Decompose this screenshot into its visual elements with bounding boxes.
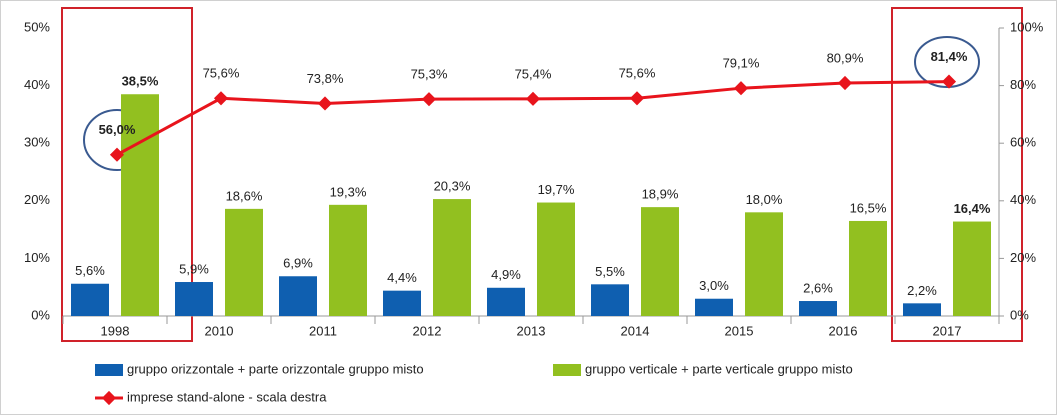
- bar: [279, 276, 317, 316]
- y2-tick-label: 40%: [1010, 192, 1036, 207]
- bar: [175, 282, 213, 316]
- y-tick-label: 30%: [24, 135, 50, 150]
- legend-swatch: [95, 364, 123, 376]
- line-marker: [421, 92, 437, 107]
- bar: [433, 199, 471, 316]
- data-label: 19,3%: [330, 184, 367, 199]
- data-label: 4,4%: [387, 270, 417, 285]
- line-marker: [525, 91, 541, 106]
- y-tick-label: 0%: [31, 307, 50, 322]
- legend-label: imprese stand-alone - scala destra: [127, 389, 327, 404]
- x-tick-label: 2016: [829, 323, 858, 338]
- line-marker: [629, 91, 645, 106]
- legend-label: gruppo verticale + parte verticale grupp…: [585, 361, 853, 376]
- y2-tick-label: 60%: [1010, 135, 1036, 150]
- data-label: 3,0%: [699, 278, 729, 293]
- data-label: 16,4%: [954, 201, 991, 216]
- highlight-box: [61, 7, 193, 342]
- data-label: 79,1%: [723, 56, 760, 71]
- data-label: 18,6%: [226, 188, 263, 203]
- x-tick-label: 2015: [725, 323, 754, 338]
- data-label: 18,9%: [642, 187, 679, 202]
- data-label: 16,5%: [850, 200, 887, 215]
- y2-tick-label: 0%: [1010, 307, 1029, 322]
- data-label: 38,5%: [122, 74, 159, 89]
- x-tick-label: 2011: [309, 323, 337, 338]
- legend-label: gruppo orizzontale + parte orizzontale g…: [127, 361, 424, 376]
- line-marker: [317, 96, 333, 111]
- data-label: 18,0%: [746, 192, 783, 207]
- data-label: 6,9%: [283, 256, 313, 271]
- data-label: 19,7%: [538, 182, 575, 197]
- data-label: 2,6%: [803, 280, 833, 295]
- data-label: 75,4%: [515, 66, 552, 81]
- line-marker: [837, 75, 853, 91]
- data-label: 5,6%: [75, 263, 105, 278]
- legend-swatch: [553, 364, 581, 376]
- x-tick-label: 2014: [621, 323, 650, 338]
- x-tick-label: 2017: [933, 323, 962, 338]
- bar: [225, 208, 263, 316]
- x-tick-label: 2012: [413, 323, 442, 338]
- bar: [745, 212, 783, 316]
- data-label: 20,3%: [434, 179, 471, 194]
- highlight-box: [891, 7, 1023, 342]
- bar: [71, 283, 109, 316]
- y2-tick-label: 100%: [1010, 19, 1044, 34]
- data-label: 80,9%: [827, 50, 864, 65]
- data-label: 4,9%: [491, 267, 521, 282]
- y2-tick-label: 20%: [1010, 250, 1036, 265]
- bar: [903, 303, 941, 316]
- data-label: 2,2%: [907, 283, 937, 298]
- legend-swatch: [101, 390, 117, 406]
- line-marker: [733, 81, 749, 96]
- bar: [849, 220, 887, 316]
- data-label: 73,8%: [307, 71, 344, 86]
- data-label: 56,0%: [99, 122, 136, 137]
- data-label: 75,3%: [411, 67, 448, 82]
- highlight-circle: [914, 36, 980, 88]
- bar: [641, 207, 679, 316]
- bar: [487, 287, 525, 316]
- bar: [329, 204, 367, 316]
- y-tick-label: 40%: [24, 77, 50, 92]
- y-tick-label: 50%: [24, 19, 50, 34]
- y-tick-label: 20%: [24, 192, 50, 207]
- x-tick-label: 1998: [101, 323, 130, 338]
- bar: [953, 221, 991, 316]
- x-tick-label: 2013: [517, 323, 546, 338]
- x-tick-label: 2010: [205, 323, 234, 338]
- bar: [537, 202, 575, 316]
- bar: [799, 301, 837, 316]
- bar: [591, 284, 629, 316]
- data-label: 5,9%: [179, 261, 209, 276]
- y-tick-label: 10%: [24, 250, 50, 265]
- bar: [383, 290, 421, 316]
- bar: [121, 94, 159, 317]
- bar: [695, 298, 733, 316]
- line-marker: [941, 74, 957, 89]
- data-label: 75,6%: [619, 66, 656, 81]
- data-label: 5,5%: [595, 264, 625, 279]
- data-label: 81,4%: [931, 49, 968, 64]
- y2-tick-label: 80%: [1010, 77, 1036, 92]
- data-label: 75,6%: [203, 66, 240, 81]
